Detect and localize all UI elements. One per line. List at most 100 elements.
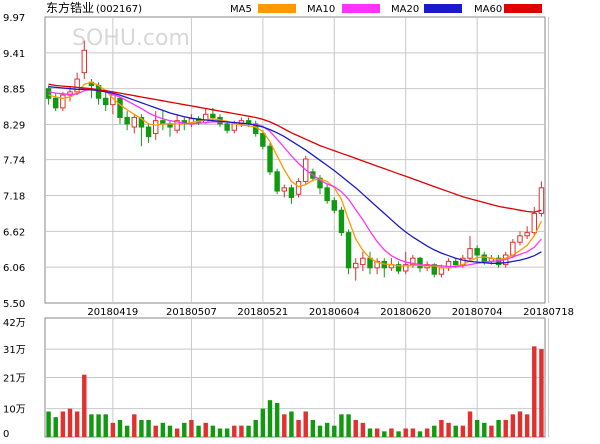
volume-bar <box>482 422 487 437</box>
price-tick-label: 7.18 <box>3 192 25 203</box>
date-tick-label: 20180718 <box>523 307 574 318</box>
volume-bar <box>353 420 358 437</box>
price-tick-label: 5.50 <box>3 299 25 310</box>
volume-bar <box>246 425 251 437</box>
candle <box>203 107 209 124</box>
candle <box>381 258 388 278</box>
candle <box>288 184 295 204</box>
price-tick-label: 8.29 <box>3 120 25 131</box>
candle <box>324 184 330 204</box>
volume-bar <box>417 431 423 437</box>
volume-bar <box>267 400 273 437</box>
volume-bar <box>346 414 351 437</box>
legend-ma5-swatch <box>258 4 296 13</box>
date-tick-label: 20180419 <box>87 307 138 318</box>
volume-bar <box>389 428 394 437</box>
volume-bar <box>460 425 466 437</box>
candle <box>60 91 66 112</box>
volume-bar <box>517 411 523 437</box>
price-tick-label: 6.62 <box>3 227 25 238</box>
volume-bar <box>496 420 501 437</box>
volume-bar <box>196 425 201 437</box>
candle <box>353 258 359 281</box>
candle <box>53 93 59 112</box>
price-tick-label: 9.41 <box>3 49 25 60</box>
volume-bar <box>224 428 230 437</box>
volume-bar <box>374 428 380 437</box>
volume-bar <box>539 349 544 437</box>
volume-bar <box>203 422 208 437</box>
volume-bar <box>103 414 108 437</box>
volume-bar <box>289 411 294 437</box>
volume-tick-label: 0 <box>3 429 9 440</box>
stock-code: (002167) <box>96 4 142 15</box>
volume-bar <box>174 428 180 437</box>
volume-tick-label: 31万 <box>3 345 26 356</box>
volume-bar <box>396 431 401 437</box>
volume-tick-label: 21万 <box>3 374 26 385</box>
legend-ma5-label: MA5 <box>230 4 252 15</box>
price-tick-label: 6.06 <box>3 263 25 274</box>
candle <box>395 261 402 275</box>
volume-bar <box>510 414 516 437</box>
volume-bar <box>432 425 437 437</box>
date-tick-label: 20180704 <box>452 307 503 318</box>
ma-line-ma60 <box>48 83 542 213</box>
volume-bar <box>110 422 116 437</box>
volume-bar <box>60 411 66 437</box>
candle <box>338 207 345 236</box>
candles <box>45 40 545 281</box>
legend-ma20-label: MA20 <box>391 4 419 15</box>
candle <box>188 114 195 128</box>
legend-ma10-swatch <box>342 4 380 13</box>
stock-name: 东方锆业 <box>46 0 94 15</box>
volume-bar <box>296 420 301 437</box>
candle <box>445 258 452 272</box>
volume-bar <box>167 425 173 437</box>
ma-line-ma5 <box>48 81 542 269</box>
volume-bar <box>453 425 458 437</box>
volume-bar <box>467 411 473 437</box>
volume-bar <box>317 425 323 437</box>
candle <box>281 184 288 198</box>
candle <box>317 175 323 195</box>
volume-bar <box>46 411 51 437</box>
volume-bar <box>524 414 530 437</box>
candle <box>167 120 173 137</box>
date-tick-label: 20180521 <box>237 307 288 318</box>
candle <box>331 197 338 214</box>
volume-bar <box>139 420 144 437</box>
candle <box>124 111 130 131</box>
candle <box>295 178 302 198</box>
candle <box>345 229 352 275</box>
volume-bar <box>474 420 480 437</box>
volume-bar <box>324 422 330 437</box>
volume-bar <box>53 417 58 437</box>
candle <box>467 235 473 262</box>
volume-bar <box>532 346 537 437</box>
volume-bar <box>274 403 280 437</box>
candle <box>517 231 523 246</box>
ma-line-ma10 <box>48 88 542 268</box>
volume-grid <box>45 318 550 437</box>
legend-ma20-swatch <box>424 4 462 13</box>
candle <box>224 122 230 134</box>
volume-bar <box>146 420 151 437</box>
volume-bar <box>189 420 194 437</box>
candle <box>74 72 80 96</box>
candle <box>474 245 480 262</box>
price-tick-label: 7.74 <box>3 156 25 167</box>
volume-bar <box>403 428 408 437</box>
candle <box>45 85 52 105</box>
candle <box>145 123 152 144</box>
volume-bar <box>89 414 94 437</box>
volume-bar <box>253 420 258 437</box>
candle <box>131 114 137 134</box>
volume-bar <box>446 422 451 437</box>
volume-bar <box>260 408 266 437</box>
volume-bar <box>210 425 216 437</box>
candle <box>274 168 280 195</box>
date-tick-label: 20180604 <box>309 307 360 318</box>
ma-line-ma20 <box>48 86 542 264</box>
